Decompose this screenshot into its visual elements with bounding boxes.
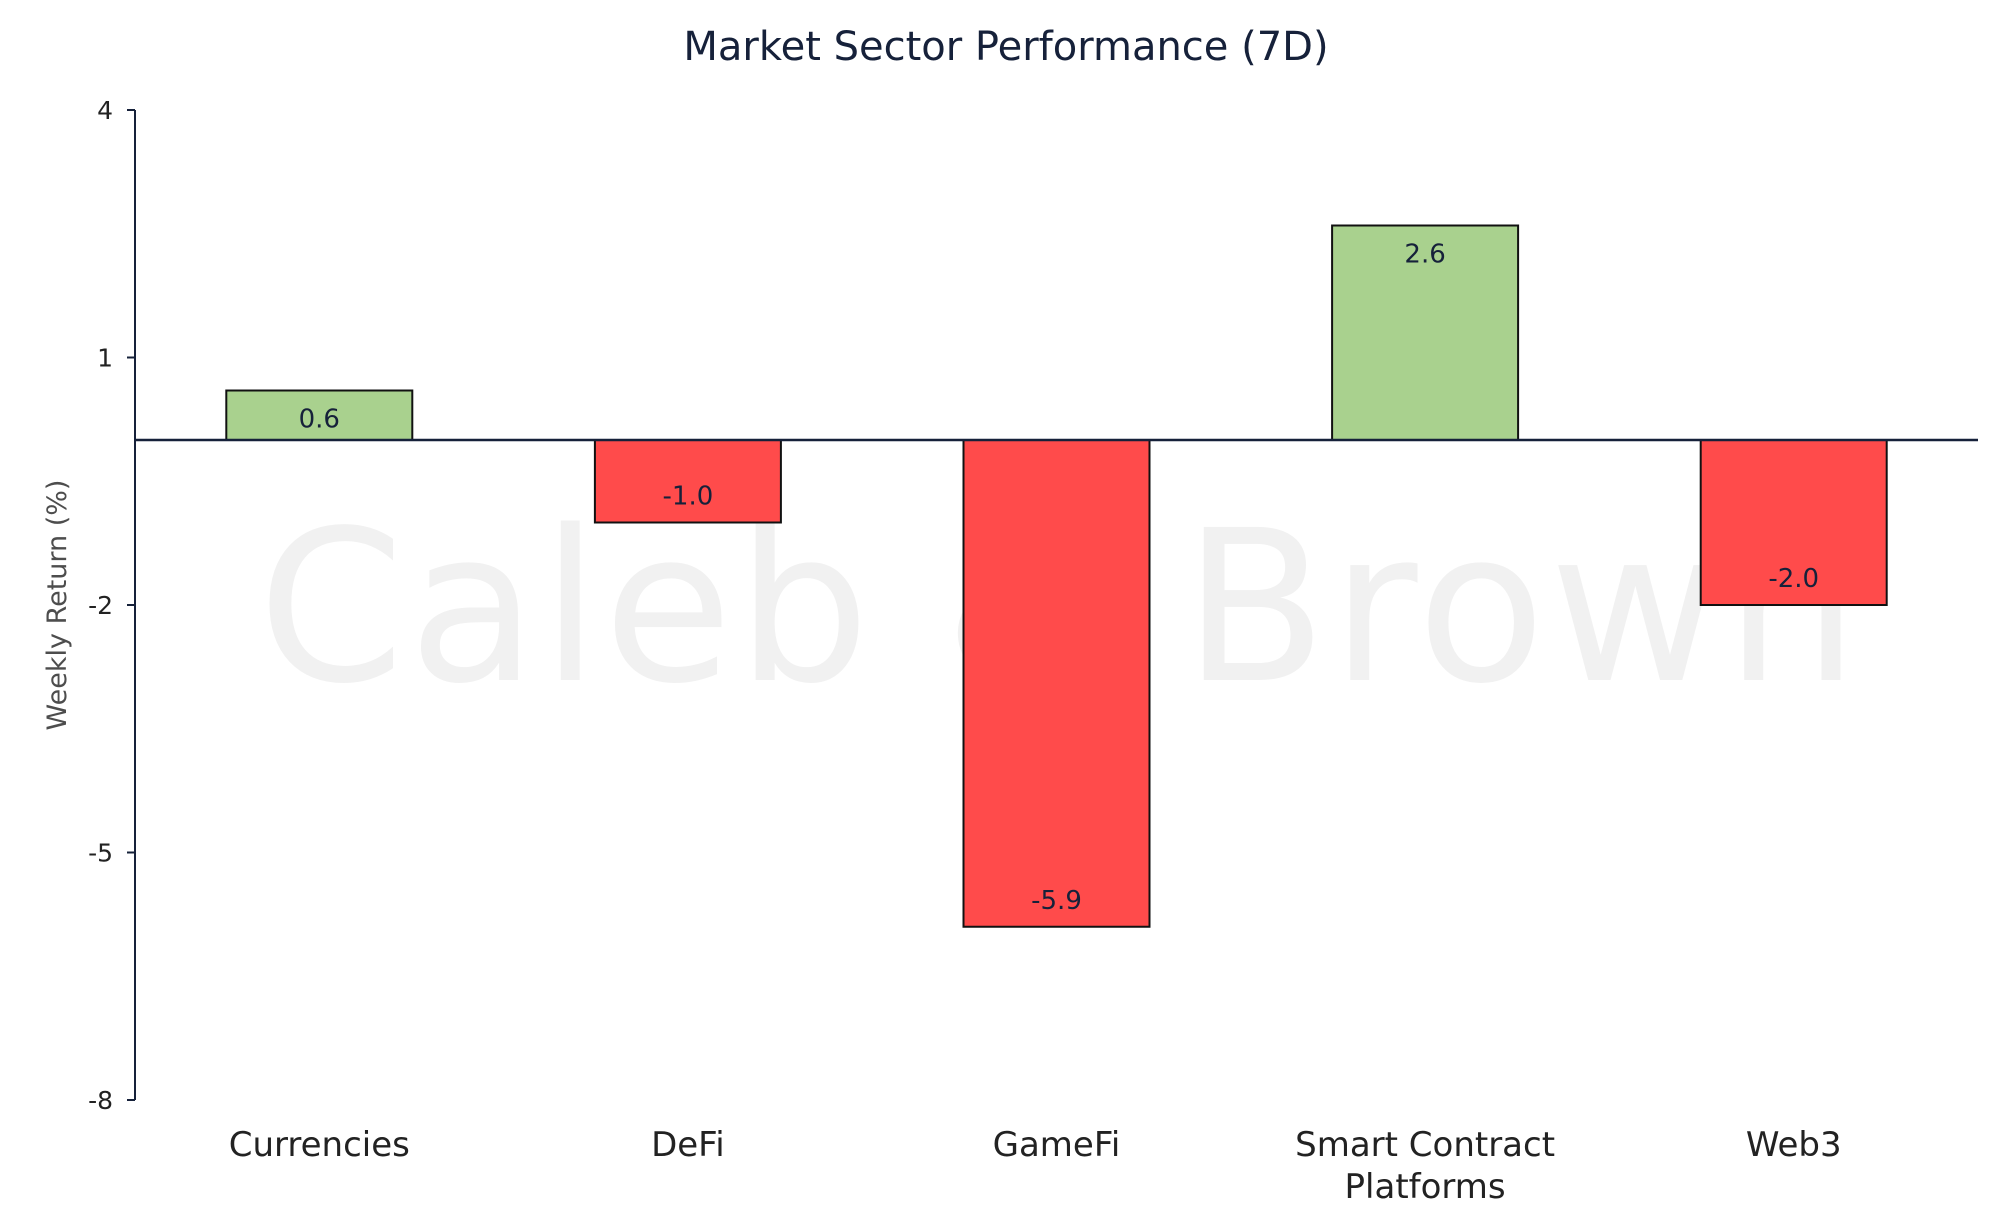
category-label: DeFi (651, 1125, 725, 1165)
bar-currencies (225, 389, 414, 441)
category-label-line: GameFi (993, 1125, 1121, 1165)
category-label-line: Smart Contract (1295, 1125, 1555, 1165)
category-label: Currencies (229, 1125, 410, 1165)
category-label-line: Platforms (1345, 1167, 1506, 1207)
bars-group (225, 224, 1888, 928)
bar-web3 (1699, 439, 1888, 606)
labels-group: 0.6 Currencies -1.0 DeFi -5.9 GameFi 2.6 Smart … (135, 240, 1978, 1207)
data-label: 0.6 (299, 405, 340, 435)
category-label-line: Currencies (229, 1125, 410, 1165)
y-tick-label: -2 (88, 591, 113, 620)
data-label: -5.9 (1031, 886, 1082, 916)
y-axis-label: Weekly Return (%) (42, 480, 73, 731)
axes-group: 4 1 -2 -5 -8 (88, 96, 136, 1115)
data-label: 2.6 (1404, 240, 1445, 270)
y-tick-label: -5 (88, 839, 113, 868)
bar-defi (593, 439, 782, 524)
y-tick-label: -8 (88, 1086, 113, 1115)
category-label: Smart Contract Platforms (1295, 1125, 1555, 1207)
data-label: -2.0 (1768, 564, 1819, 594)
category-label-line: Web3 (1746, 1125, 1842, 1165)
y-tick-label: 1 (97, 344, 113, 373)
category-label: GameFi (993, 1125, 1121, 1165)
category-label-line: DeFi (651, 1125, 725, 1165)
data-label: -1.0 (663, 482, 714, 512)
bar-gamefi (962, 439, 1151, 928)
category-label: Web3 (1746, 1125, 1842, 1165)
chart-title: Market Sector Performance (7D) (683, 24, 1328, 70)
y-tick-label: 4 (97, 96, 113, 125)
